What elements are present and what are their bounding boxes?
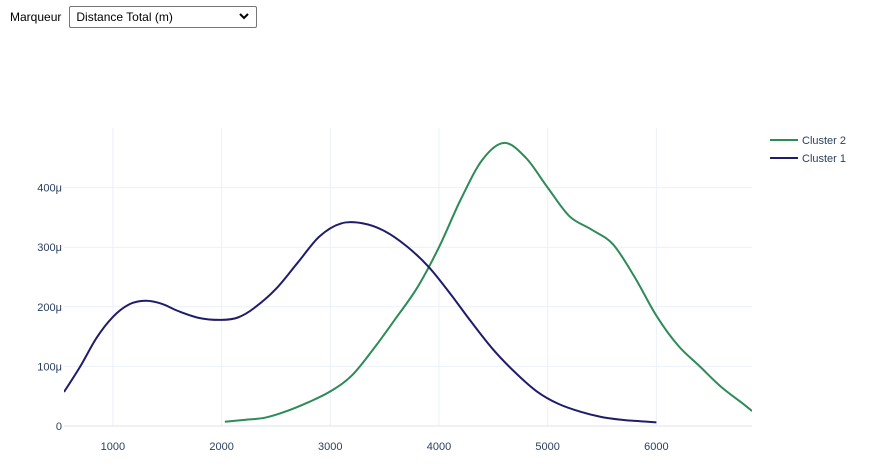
marker-select[interactable]: Distance Total (m) [69,6,258,28]
y-tick-label: 300μ [37,242,62,254]
series-line-cluster-1 [64,221,657,424]
legend-item-cluster-2[interactable]: Cluster 2 [770,135,846,147]
legend-label: Cluster 1 [802,153,846,165]
series-lines [64,141,752,424]
x-tick-label: 1000 [101,441,125,453]
x-tick-label: 2000 [209,441,233,453]
axis-ticks: 1000 2000 3000 4000 5000 6000 0 100μ 200μ 300μ 400… [37,183,668,453]
legend-item-cluster-1[interactable]: Cluster 1 [770,153,846,165]
y-tick-label: 200μ [37,302,62,314]
marker-control: Marqueur Distance Total (m) [10,6,258,28]
y-tick-label: 400μ [37,183,62,195]
marker-select-value: Distance Total (m) [76,10,173,24]
legend[interactable]: Cluster 2 Cluster 1 [770,135,846,165]
chevron-down-icon [238,10,250,25]
x-tick-label: 5000 [535,441,559,453]
x-tick-label: 3000 [318,441,342,453]
marker-label: Marqueur [10,10,62,24]
x-tick-label: 6000 [644,441,668,453]
series-line-cluster-2 [224,141,752,423]
y-tick-label: 100μ [37,361,62,373]
legend-label: Cluster 2 [802,135,846,147]
x-tick-label: 4000 [427,441,451,453]
grid [64,128,752,427]
y-tick-label: 0 [56,421,62,433]
